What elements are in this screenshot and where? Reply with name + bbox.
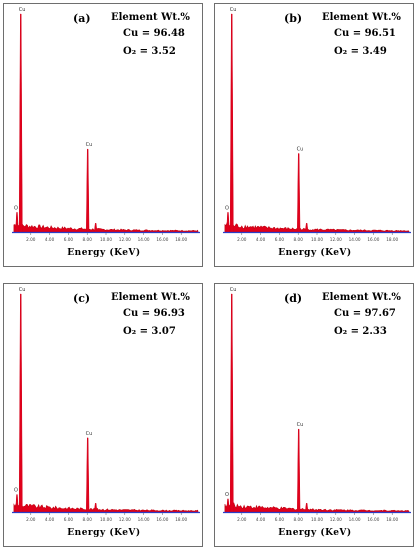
- x-tick-label: 2.00: [237, 237, 247, 242]
- peak-label: O: [14, 205, 18, 211]
- peak-label: Cu: [19, 7, 26, 13]
- element-wt-title: Element Wt.%: [111, 292, 190, 303]
- x-axis-label: Energy (KeV): [67, 248, 141, 258]
- x-tick-label: 14.00: [349, 237, 361, 242]
- x-tick-label: 4.00: [256, 237, 266, 242]
- spectrum-peak: [297, 153, 301, 233]
- peak-label: O: [14, 488, 18, 494]
- peak-label: O: [225, 492, 229, 498]
- spectrum-peak: [226, 498, 230, 513]
- x-tick-label: 16.00: [367, 517, 379, 522]
- spectrum-peak: [229, 293, 234, 513]
- x-tick-label: 12.00: [119, 517, 131, 522]
- o2-weight-percent: O₂ = 3.49: [334, 46, 387, 57]
- x-tick-label: 12.00: [119, 237, 131, 242]
- peak-label: Cu: [86, 431, 93, 437]
- spectrum-peak: [229, 13, 234, 233]
- peak-label: Cu: [230, 7, 237, 13]
- x-tick-label: 10.00: [100, 517, 112, 522]
- eds-panel-a: O Cu Cu 2.00 4.00 6.00 8.00 10.00 12.00 14.00 16.0…: [3, 3, 203, 267]
- spectrum-peak: [304, 503, 309, 513]
- x-tick-label: 2.00: [237, 517, 247, 522]
- x-axis-label: Energy (KeV): [278, 248, 352, 258]
- cu-weight-percent: Cu = 97.67: [334, 308, 396, 319]
- x-tick-label: 8.00: [294, 517, 304, 522]
- x-tick-label: 10.00: [100, 237, 112, 242]
- x-tick-label: 2.00: [26, 237, 36, 242]
- spectrum-peak: [86, 437, 90, 513]
- x-tick-label: 6.00: [64, 237, 74, 242]
- x-tick-label: 6.00: [275, 517, 285, 522]
- x-tick-label: 18.00: [175, 237, 187, 242]
- x-tick-label: 10.00: [311, 517, 323, 522]
- spectrum-peak: [93, 223, 98, 233]
- o2-weight-percent: O₂ = 3.52: [123, 46, 176, 57]
- spectrum-peak: [15, 212, 19, 233]
- x-tick-label: 10.00: [311, 237, 323, 242]
- element-wt-title: Element Wt.%: [322, 12, 401, 23]
- spectrum-peak: [18, 293, 23, 513]
- eds-spectrum-d: O Cu Cu 2.00 4.00 6.00 8.00 10.00 12.00 14.00 16.0…: [223, 287, 411, 522]
- background-continuum: [13, 222, 199, 233]
- x-tick-label: 12.00: [330, 517, 342, 522]
- cu-weight-percent: Cu = 96.51: [334, 28, 396, 39]
- background-continuum: [224, 221, 410, 233]
- background-continuum: [13, 503, 199, 513]
- spectrum-peak: [297, 428, 301, 513]
- peak-label: O: [225, 205, 229, 211]
- panel-label: (a): [73, 12, 91, 25]
- panel-label: (b): [284, 12, 303, 25]
- spectrum-peak: [304, 223, 309, 233]
- x-tick-label: 8.00: [83, 517, 93, 522]
- x-tick-label: 18.00: [175, 517, 187, 522]
- element-wt-title: Element Wt.%: [322, 292, 401, 303]
- x-tick-label: 6.00: [275, 237, 285, 242]
- x-tick-label: 12.00: [330, 237, 342, 242]
- x-tick-label: 14.00: [138, 237, 150, 242]
- x-tick-label: 2.00: [26, 517, 36, 522]
- x-tick-label: 16.00: [156, 237, 168, 242]
- panel-label: (c): [73, 292, 91, 305]
- x-axis-label: Energy (KeV): [67, 528, 141, 538]
- eds-spectrum-c: O Cu Cu 2.00 4.00 6.00 8.00 10.00 12.00 14.00 16.0…: [12, 287, 200, 522]
- peak-label: Cu: [86, 142, 93, 148]
- eds-spectrum-b: O Cu Cu 2.00 4.00 6.00 8.00 10.00 12.00 14.00 16.0…: [223, 7, 411, 242]
- x-tick-label: 8.00: [83, 237, 93, 242]
- o2-weight-percent: O₂ = 3.07: [123, 326, 176, 337]
- x-tick-label: 4.00: [45, 517, 55, 522]
- peak-label: Cu: [19, 287, 26, 293]
- x-tick-label: 4.00: [45, 237, 55, 242]
- x-axis-label: Energy (KeV): [278, 528, 352, 538]
- eds-panel-d: O Cu Cu 2.00 4.00 6.00 8.00 10.00 12.00 14.00 16.0…: [214, 283, 414, 547]
- peak-label: Cu: [297, 147, 304, 153]
- spectrum-peak: [86, 148, 90, 233]
- peak-label: Cu: [297, 422, 304, 428]
- x-tick-label: 14.00: [138, 517, 150, 522]
- x-tick-label: 18.00: [386, 237, 398, 242]
- x-tick-label: 4.00: [256, 517, 266, 522]
- o2-weight-percent: O₂ = 2.33: [334, 326, 387, 337]
- cu-weight-percent: Cu = 96.48: [123, 28, 185, 39]
- x-tick-label: 16.00: [367, 237, 379, 242]
- background-continuum: [224, 502, 410, 513]
- spectrum-peak: [18, 13, 23, 233]
- spectrum-peak: [93, 503, 98, 513]
- x-tick-label: 14.00: [349, 517, 361, 522]
- x-tick-label: 18.00: [386, 517, 398, 522]
- spectrum-peak: [15, 494, 19, 513]
- x-tick-label: 6.00: [64, 517, 74, 522]
- x-tick-label: 16.00: [156, 517, 168, 522]
- cu-weight-percent: Cu = 96.93: [123, 308, 185, 319]
- eds-panel-b: O Cu Cu 2.00 4.00 6.00 8.00 10.00 12.00 14.00 16.0…: [214, 3, 414, 267]
- spectrum-peak: [226, 212, 230, 233]
- x-tick-label: 8.00: [294, 237, 304, 242]
- eds-spectrum-a: O Cu Cu 2.00 4.00 6.00 8.00 10.00 12.00 14.00 16.0…: [12, 7, 200, 242]
- peak-label: Cu: [230, 287, 237, 293]
- panel-label: (d): [284, 292, 303, 305]
- eds-panel-c: O Cu Cu 2.00 4.00 6.00 8.00 10.00 12.00 14.00 16.0…: [3, 283, 203, 547]
- element-wt-title: Element Wt.%: [111, 12, 190, 23]
